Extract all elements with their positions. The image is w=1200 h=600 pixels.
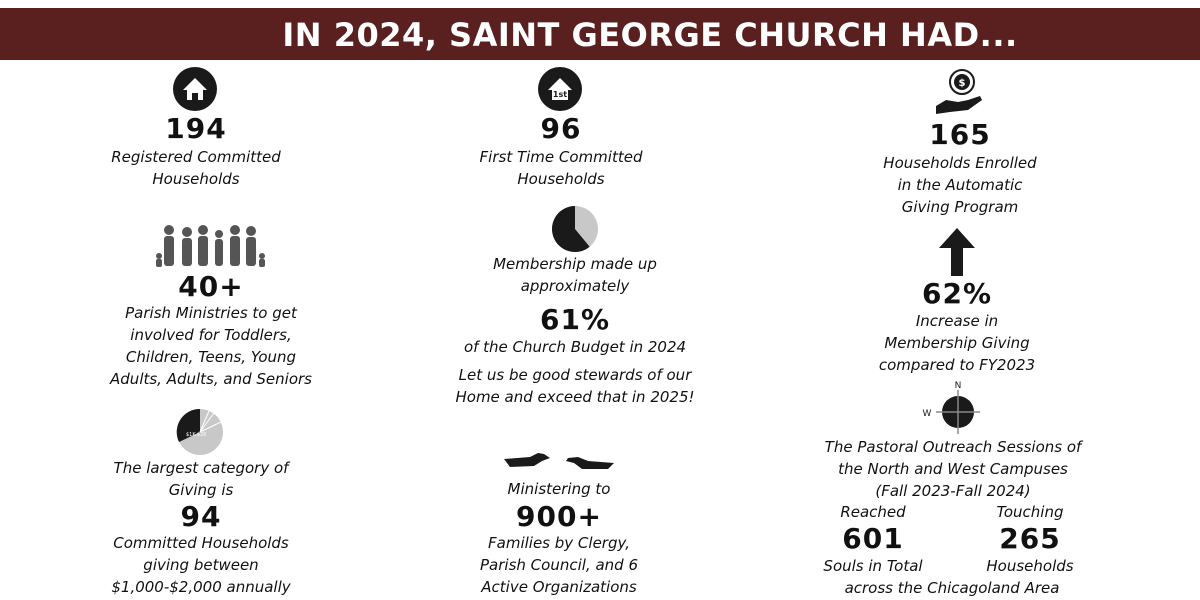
membership-value: 61%: [539, 303, 611, 336]
registered-value: 194: [165, 112, 227, 145]
first-home-label: 1st: [553, 90, 567, 99]
automatic-value: 165: [929, 118, 991, 151]
touching-value: 265: [999, 522, 1061, 555]
ministries-value: 40+: [178, 270, 244, 303]
compass-icon: N W: [923, 381, 980, 434]
pie-slice-membership: [551, 206, 590, 252]
giving-pie-icon: $1K-$2K: [176, 408, 223, 455]
ministering-intro: Ministering to: [507, 480, 611, 498]
outreach-title: The Pastoral Outreach Sessions of the No…: [824, 438, 1082, 500]
reached-unit: Souls in Total: [823, 557, 923, 575]
ministering-value: 900+: [516, 500, 602, 533]
compass-n-label: N: [955, 381, 962, 391]
house-icon: [173, 67, 217, 111]
automatic-label: Households Enrolled in the Automatic Giv…: [883, 154, 1037, 216]
ministries-label: Parish Ministries to get involved for To…: [110, 304, 312, 388]
giving-value: 94: [180, 500, 222, 533]
first-time-label: First Time Committed Households: [479, 148, 643, 188]
up-arrow-icon: [939, 228, 975, 276]
pie-chart-icon: [551, 206, 598, 252]
membership-label: of the Church Budget in 2024: [463, 338, 687, 356]
first-home-icon: 1st: [538, 67, 582, 111]
membership-note: Let us be good stewards of our Home and …: [455, 366, 695, 406]
hand-coin-icon: $: [936, 69, 982, 114]
touching-label: Touching: [996, 503, 1064, 521]
outreach-area: across the Chicagoland Area: [844, 579, 1060, 597]
giving-intro: The largest category of Giving is: [113, 459, 289, 499]
family-group-icon: [156, 225, 265, 267]
reached-value: 601: [842, 522, 904, 555]
reaching-hands-icon: [504, 453, 614, 469]
giving-label: Committed Households giving between $1,0…: [111, 534, 291, 596]
first-time-value: 96: [540, 112, 582, 145]
reached-label: Reached: [840, 503, 906, 521]
registered-label: Registered Committed Households: [111, 148, 281, 188]
membership-intro: Membership made up approximately: [493, 255, 657, 295]
touching-unit: Households: [986, 557, 1074, 575]
increase-value: 62%: [921, 277, 993, 310]
giving-pie-label: $1K-$2K: [186, 432, 207, 438]
page-title: IN 2024, SAINT GEORGE CHURCH HAD...: [282, 16, 1018, 54]
increase-label: Increase in Membership Giving compared t…: [878, 312, 1036, 374]
ministering-label: Families by Clergy, Parish Council, and …: [480, 534, 638, 596]
title-banner: IN 2024, SAINT GEORGE CHURCH HAD...: [0, 8, 1200, 60]
svg-text:$: $: [959, 78, 966, 89]
compass-w-label: W: [923, 409, 932, 419]
